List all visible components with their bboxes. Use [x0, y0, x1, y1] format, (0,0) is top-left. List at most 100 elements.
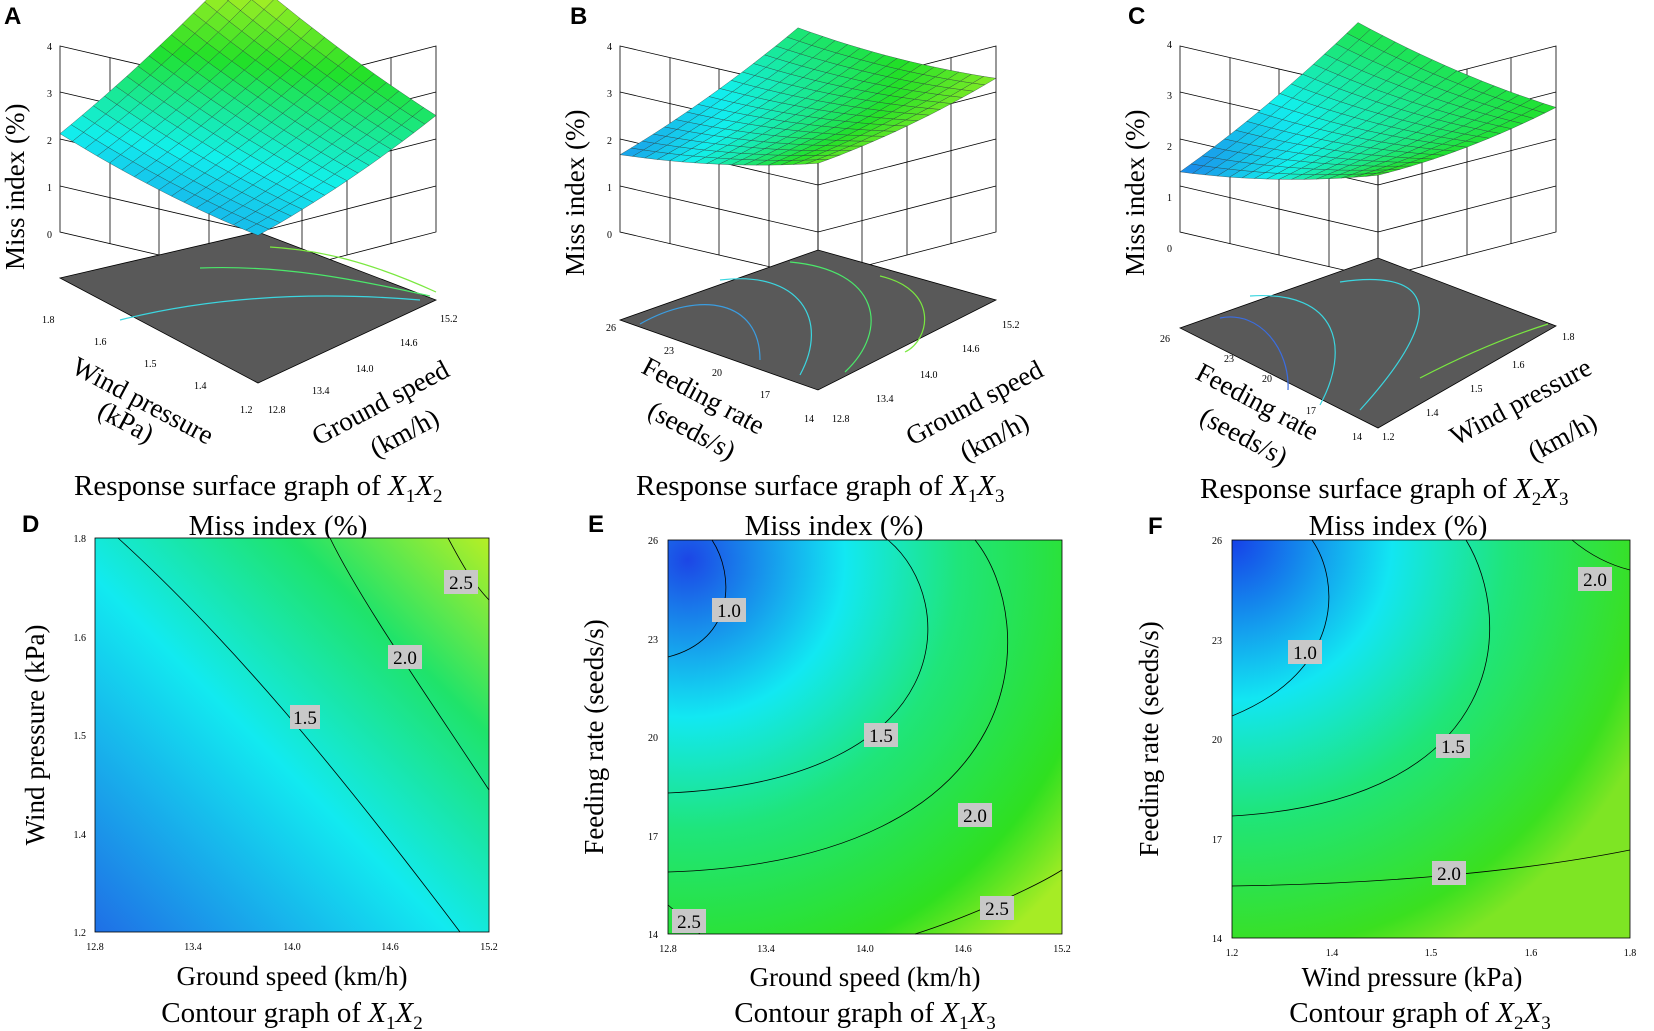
- panel-d-contour-2.5: [447, 537, 490, 601]
- panel-c-x-label-line2: (km/h): [1523, 406, 1602, 467]
- panel-b-floor-contour-1: [639, 304, 761, 361]
- svg-text:2.0: 2.0: [1583, 570, 1607, 591]
- panel-c-ztick-0: 0: [1167, 244, 1172, 255]
- svg-text:1.0: 1.0: [1293, 643, 1317, 664]
- panel-e-ytick-0: 14: [648, 930, 658, 941]
- surface-facet: [227, 0, 229, 1]
- panel-d-y-ticks: 1.2 1.4 1.5 1.6 1.8: [74, 534, 87, 939]
- panel-a-surface: [59, 0, 437, 236]
- panel-c-xtick-0: 1.2: [1382, 432, 1395, 443]
- panel-d-x-ticks: 12.8 13.4 14.0 14.6 15.2: [86, 942, 498, 953]
- panel-b-xtick-0: 12.8: [832, 414, 850, 425]
- panel-e-ytick-1: 17: [648, 832, 658, 843]
- panel-a-z-label: Miss index (%): [0, 104, 30, 270]
- panel-d-ytick-0: 1.2: [74, 928, 87, 939]
- panel-a-xtick-3: 14.6: [400, 338, 418, 349]
- svg-text:2.0: 2.0: [1437, 864, 1461, 885]
- panel-b-z-label: Miss index (%): [560, 110, 590, 276]
- panel-d-xtick-4: 15.2: [480, 942, 498, 953]
- panel-a-ztick-2: 2: [47, 136, 52, 147]
- panel-a-xtick-1: 13.4: [312, 386, 330, 397]
- svg-text:2.0: 2.0: [963, 806, 987, 827]
- panel-d-xtick-1: 13.4: [184, 942, 202, 953]
- panel-b-x-ticks: 12.8 13.4 14.0 14.6 15.2: [832, 320, 1020, 425]
- surface-facet: [227, 0, 252, 11]
- panel-a: A 4 3 2 1 0 Miss index (%) 1.8 1.6 1.5 1…: [0, 0, 458, 507]
- surface-facet: [204, 0, 229, 12]
- panel-d-ytick-1: 1.4: [74, 830, 87, 841]
- panel-f-y-label: Feeding rate (seeds/s): [1134, 621, 1164, 856]
- panel-a-floor-contour-1: [119, 295, 421, 321]
- panel-e-xtick-2: 14.0: [856, 944, 874, 955]
- panel-b-ztick-1: 1: [607, 183, 612, 194]
- panel-b-caption: Response surface graph of X1X3: [636, 470, 1005, 507]
- panel-c-ztick-4: 4: [1167, 40, 1172, 51]
- panel-f-ytick-4: 26: [1212, 536, 1222, 547]
- panel-e: E Miss index (%) 1.0 1.5 2.0 2.5 2.5 12.: [579, 510, 1071, 1031]
- panel-a-xtick-0: 12.8: [268, 405, 286, 416]
- panel-f-x-ticks: 1.2 1.4 1.5 1.6 1.8: [1226, 948, 1637, 959]
- panel-f-ytick-3: 23: [1212, 636, 1222, 647]
- panel-f-contour-label-3: 2.0: [1432, 861, 1466, 885]
- panel-c-floor-contour-1: [1219, 316, 1289, 391]
- panel-e-contour-1.5: [667, 539, 929, 794]
- panel-d-contour-1.5: [117, 537, 461, 933]
- panel-a-y-ticks: 1.8 1.6 1.5 1.4 1.2: [42, 315, 253, 416]
- panel-f-y-ticks: 14 17 20 23 26: [1212, 536, 1222, 945]
- panel-d-contour-label-2: 2.0: [388, 645, 422, 669]
- panel-a-ytick-2: 1.5: [144, 359, 157, 370]
- panel-letter-e: E: [588, 511, 604, 538]
- panel-b: B 4 3 2 1 0 Miss index (%) 26 23 20 17: [560, 3, 1048, 507]
- panel-c-ytick-4: 26: [1160, 334, 1170, 345]
- panel-b-surface: [619, 27, 997, 166]
- panel-e-contour-label-3: 2.0: [958, 803, 992, 827]
- surface-facet: [251, 0, 274, 10]
- panel-a-ytick-1: 1.4: [194, 381, 207, 392]
- panel-f-x-label: Wind pressure (kPa): [1302, 962, 1523, 992]
- panel-e-contour-label-4: 2.5: [980, 896, 1014, 920]
- svg-text:2.5: 2.5: [449, 573, 473, 594]
- panel-b-ztick-2: 2: [607, 136, 612, 147]
- panel-f-contour-1.5: [1231, 539, 1491, 817]
- panel-e-title: Miss index (%): [745, 510, 924, 542]
- panel-letter-f: F: [1148, 513, 1163, 540]
- panel-c-xtick-4: 1.8: [1562, 332, 1575, 343]
- panel-f-xtick-1: 1.4: [1326, 948, 1339, 959]
- panel-a-ztick-0: 0: [47, 230, 52, 241]
- panel-c-ztick-3: 3: [1167, 91, 1172, 102]
- panel-a-xtick-4: 15.2: [440, 314, 458, 325]
- panel-a-ztick-4: 4: [47, 42, 52, 53]
- panel-c-y-ticks: 26 23 20 17 14: [1160, 334, 1362, 443]
- panel-f-ytick-2: 20: [1212, 735, 1222, 746]
- panel-f-contour-label-2: 1.5: [1436, 734, 1470, 758]
- panel-d-xtick-0: 12.8: [86, 942, 104, 953]
- panel-a-caption: Response surface graph of X1X2: [74, 470, 443, 507]
- panel-e-xtick-4: 15.2: [1053, 944, 1071, 955]
- panel-letter-d: D: [22, 511, 39, 538]
- panel-c-ytick-3: 23: [1224, 354, 1234, 365]
- panel-d-ytick-2: 1.5: [74, 731, 87, 742]
- panel-e-ytick-2: 20: [648, 733, 658, 744]
- panel-f-xtick-3: 1.6: [1525, 948, 1538, 959]
- panel-e-ytick-3: 23: [648, 635, 658, 646]
- panel-f-contour-1.0: [1231, 539, 1330, 717]
- panel-d-y-label: Wind pressure (kPa): [20, 625, 50, 846]
- panel-a-ytick-4: 1.8: [42, 315, 55, 326]
- panel-c-ytick-2: 20: [1262, 374, 1272, 385]
- panel-e-contour-2.0: [667, 539, 1009, 873]
- panel-b-ztick-4: 4: [607, 42, 612, 53]
- panel-f-xtick-4: 1.8: [1624, 948, 1637, 959]
- panel-b-ztick-3: 3: [607, 89, 612, 100]
- panel-b-floor-contour-3: [789, 261, 872, 373]
- svg-text:2.5: 2.5: [677, 912, 701, 933]
- panel-c-xtick-3: 1.6: [1512, 360, 1525, 371]
- panel-e-contour-label-5: 2.5: [672, 909, 706, 933]
- panel-a-ytick-3: 1.6: [94, 337, 107, 348]
- svg-text:1.5: 1.5: [869, 726, 893, 747]
- panel-f-title: Miss index (%): [1309, 510, 1488, 542]
- panel-d: D Miss index (%) 1.5 2.0 2.5 12.8 13.4 1…: [20, 510, 498, 1031]
- panel-e-ytick-4: 26: [648, 536, 658, 547]
- panel-e-xtick-1: 13.4: [757, 944, 775, 955]
- panel-b-floor-contour-2: [719, 278, 812, 376]
- panel-d-x-label: Ground speed (km/h): [177, 961, 408, 991]
